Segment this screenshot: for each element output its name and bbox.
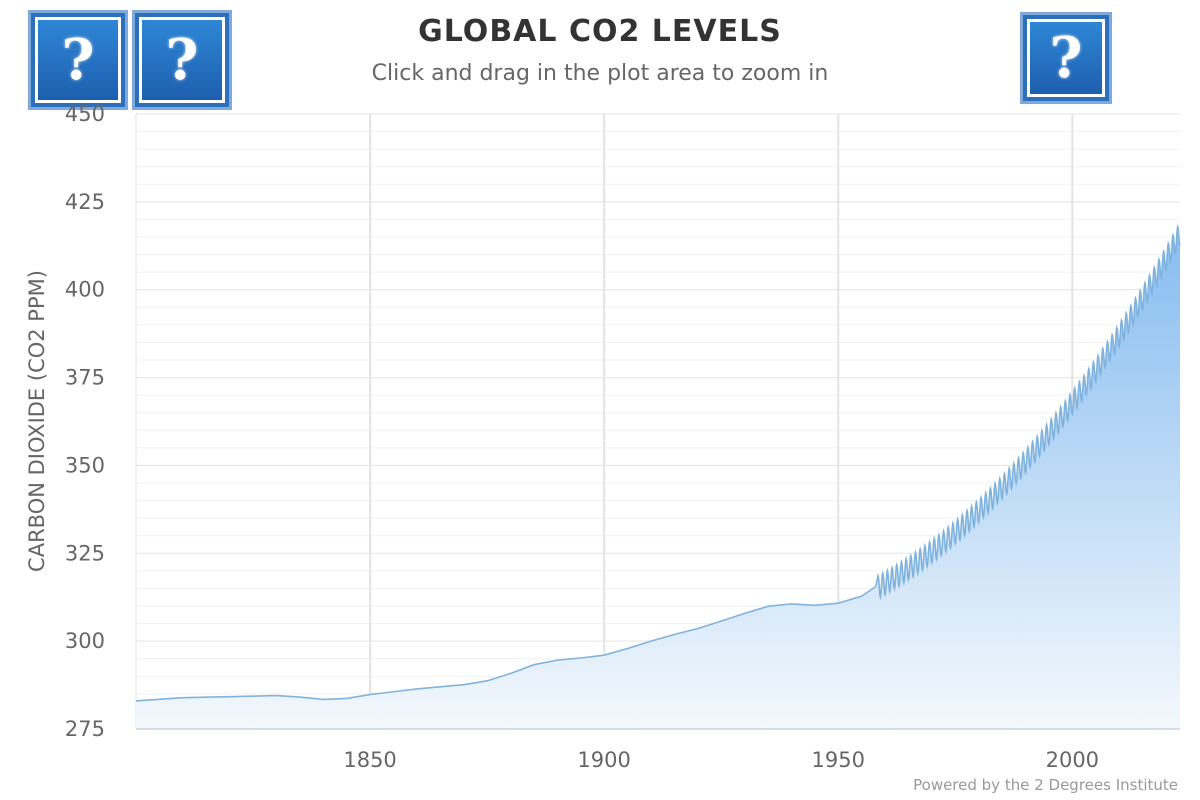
x-tick-label: 1850 <box>343 748 396 772</box>
help-question-icon: ? <box>1027 19 1105 97</box>
help-question-icon: ? <box>139 17 225 103</box>
y-tick-label: 450 <box>65 102 105 126</box>
chart-title: GLOBAL CO2 LEVELS <box>418 14 782 49</box>
y-tick-label: 275 <box>65 717 105 741</box>
credit-text[interactable]: Powered by the 2 Degrees Institute <box>913 776 1178 794</box>
help-question-icon: ? <box>35 17 121 103</box>
y-tick-label: 375 <box>65 366 105 390</box>
y-axis-label: CARBON DIOXIDE (CO2 PPM) <box>25 270 49 572</box>
x-tick-label: 1950 <box>812 748 865 772</box>
help-button-2[interactable]: ? <box>132 10 232 110</box>
x-tick-label: 1900 <box>577 748 630 772</box>
y-tick-label: 325 <box>65 541 105 565</box>
help-button-3[interactable]: ? <box>1020 12 1112 104</box>
y-tick-label: 425 <box>65 190 105 214</box>
axes: 275 300 325 350 375 400 425 450 1850 1900 1950 2000 <box>65 102 1180 772</box>
co2-line <box>135 224 1181 702</box>
y-tick-label: 350 <box>65 453 105 477</box>
y-tick-label: 400 <box>65 278 105 302</box>
chart-subtitle: Click and drag in the plot area to zoom … <box>371 61 829 86</box>
help-button-1[interactable]: ? <box>28 10 128 110</box>
y-tick-label: 300 <box>65 629 105 653</box>
x-tick-label: 2000 <box>1046 748 1099 772</box>
co2-area <box>136 226 1180 729</box>
